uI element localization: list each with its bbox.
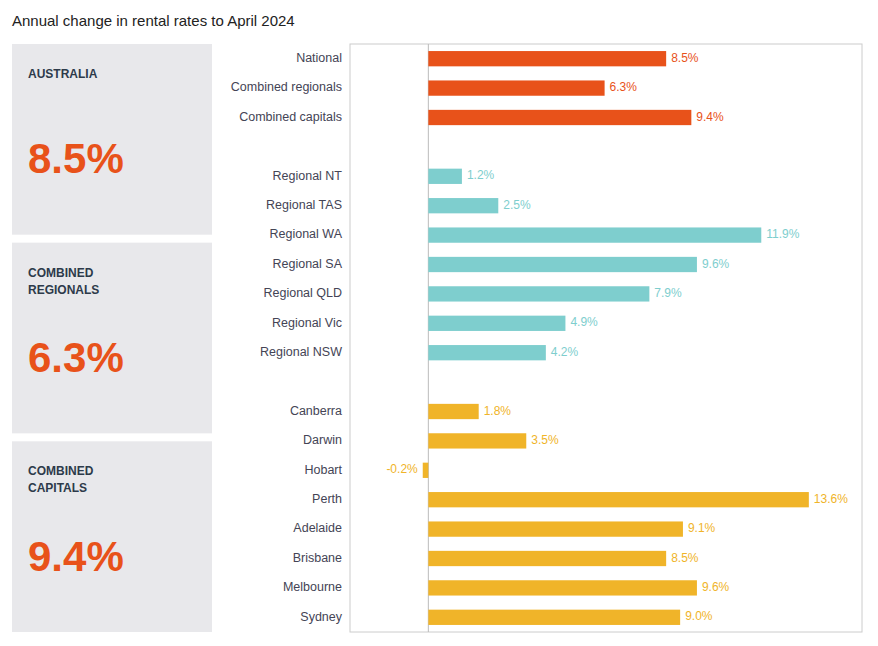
- category-label: Darwin: [303, 433, 342, 447]
- grid-line: [428, 44, 429, 632]
- bar: [428, 198, 498, 213]
- category-label: Canberra: [290, 404, 342, 418]
- data-label: 4.2%: [551, 345, 579, 359]
- panel-heading-line: CAPITALS: [28, 481, 87, 495]
- panel-heading: AUSTRALIA: [28, 67, 98, 81]
- bar: [428, 110, 691, 125]
- data-label: 11.9%: [766, 227, 799, 241]
- bar: [423, 463, 429, 478]
- data-label: 13.6%: [814, 492, 848, 506]
- category-label: Melbourne: [283, 580, 342, 594]
- panel-heading-line: AUSTRALIA: [28, 67, 98, 81]
- title: Annual change in rental rates to April 2…: [12, 12, 295, 29]
- bar: [428, 345, 546, 360]
- panel-background: [12, 243, 212, 434]
- bar: [428, 521, 683, 536]
- category-label: Combined capitals: [239, 110, 342, 124]
- bar: [428, 51, 666, 66]
- chart: Annual change in rental rates to April 2…: [0, 0, 878, 646]
- category-label: Regional Vic: [272, 316, 342, 330]
- data-label: 1.8%: [484, 404, 512, 418]
- category-label: Adelaide: [293, 521, 342, 535]
- panel-value: 8.5%: [28, 135, 124, 182]
- labels: National 8.5% Combined regionals 6.3% Combin…: [231, 51, 848, 624]
- panel: AUSTRALIA 8.5%: [12, 44, 212, 235]
- bar: [428, 80, 604, 95]
- category-label: Brisbane: [293, 551, 342, 565]
- panel-heading-line: COMBINED: [28, 266, 94, 280]
- panel-value: 6.3%: [28, 334, 124, 381]
- panel-heading: COMBINED CAPITALS: [28, 464, 94, 495]
- plot-frame: [350, 44, 862, 632]
- data-label: 9.4%: [696, 110, 724, 124]
- category-label: Regional NSW: [260, 345, 342, 359]
- data-label: 3.5%: [531, 433, 559, 447]
- data-label: 2.5%: [503, 198, 531, 212]
- data-label: 1.2%: [467, 168, 495, 182]
- category-label: Regional WA: [270, 227, 343, 241]
- bar: [428, 227, 761, 242]
- data-label: 8.5%: [671, 551, 699, 565]
- bar: [428, 433, 526, 448]
- data-label: 7.9%: [654, 286, 682, 300]
- data-label: 6.3%: [610, 80, 638, 94]
- data-label: -0.2%: [386, 462, 418, 476]
- background: [0, 0, 878, 646]
- bars: [423, 51, 809, 625]
- panel-heading-line: COMBINED: [28, 464, 94, 478]
- bar: [428, 580, 697, 595]
- bar: [428, 492, 809, 507]
- category-label: Regional QLD: [263, 286, 342, 300]
- bar: [428, 404, 478, 419]
- category-label: Regional TAS: [266, 198, 342, 212]
- category-label: Regional SA: [273, 257, 343, 271]
- bar: [428, 610, 680, 625]
- data-label: 9.0%: [685, 609, 713, 623]
- category-label: Regional NT: [273, 169, 343, 183]
- category-label: Combined regionals: [231, 80, 342, 94]
- bar: [428, 316, 565, 331]
- bar: [428, 169, 462, 184]
- panel-heading: COMBINED REGIONALS: [28, 266, 99, 297]
- data-label: 8.5%: [671, 51, 699, 65]
- category-label: Sydney: [300, 610, 342, 624]
- panel-heading-line: REGIONALS: [28, 283, 99, 297]
- data-label: 4.9%: [570, 315, 598, 329]
- bar: [428, 257, 697, 272]
- category-label: Perth: [312, 492, 342, 506]
- bar: [428, 551, 666, 566]
- data-label: 9.6%: [702, 257, 730, 271]
- bar: [428, 286, 649, 301]
- panel-background: [12, 44, 212, 235]
- panel: COMBINED REGIONALS 6.3%: [12, 243, 212, 434]
- panel: COMBINED CAPITALS 9.4%: [12, 441, 212, 632]
- panel-value: 9.4%: [28, 533, 124, 580]
- category-label: Hobart: [304, 463, 342, 477]
- data-label: 9.6%: [702, 580, 730, 594]
- category-label: National: [296, 51, 342, 65]
- data-label: 9.1%: [688, 521, 716, 535]
- panel-background: [12, 441, 212, 632]
